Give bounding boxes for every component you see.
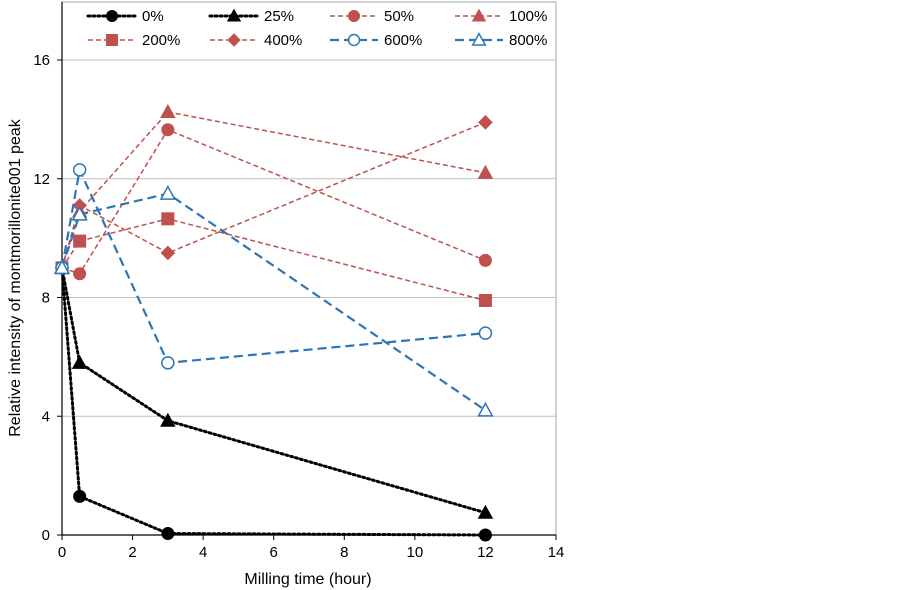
legend-600pct-marker (347, 33, 361, 47)
legend-25pct-marker (226, 8, 242, 22)
legend-200pct-label: 200% (142, 32, 180, 49)
legend-800pct: 800% (455, 32, 547, 49)
legend-50pct-marker (348, 10, 360, 22)
gridlines (62, 59, 556, 417)
legend-200pct-marker (106, 34, 118, 46)
x-tick-label: 12 (477, 544, 494, 561)
x-tick-label: 8 (340, 544, 348, 561)
legend: 0% 25% 50% 100% 200% 400% 600% 800% (86, 8, 547, 49)
series-0pct-point (161, 527, 175, 541)
series-0pct-line (60, 266, 487, 537)
legend-0pct-marker (106, 10, 118, 22)
series-0pct-point (478, 528, 492, 542)
series-400pct-point (160, 245, 176, 261)
series-200pct-line (61, 218, 486, 302)
x-tick-label: 4 (199, 544, 207, 561)
legend-400pct-marker (227, 33, 241, 47)
legend-100pct: 100% (455, 8, 547, 25)
legend-400pct: 400% (210, 32, 302, 49)
series-100pct-point (477, 164, 494, 179)
x-tick-label: 0 (58, 544, 66, 561)
series-25pct-point (160, 412, 176, 427)
legend-100pct-marker (471, 8, 487, 22)
series-400pct-line (61, 121, 486, 269)
series-25pct-point (71, 354, 88, 369)
series-200pct-point (73, 234, 87, 248)
series-100pct-point (160, 104, 176, 118)
legend-50pct-label: 50% (384, 8, 414, 25)
series-25pct-line (60, 266, 487, 515)
legend-0pct-label: 0% (142, 8, 164, 25)
series-600pct-point (72, 163, 87, 177)
y-tick-label: 0 (42, 527, 50, 544)
x-axis-title: Milling time (hour) (244, 571, 371, 588)
plot-background (61, 1, 557, 536)
series-600pct-line (60, 166, 486, 364)
y-tick-label: 4 (42, 408, 50, 425)
series-800pct-point (477, 401, 494, 417)
series-200pct-point (478, 293, 492, 307)
series-100pct-line (61, 111, 486, 269)
legend-100pct-label: 100% (509, 8, 547, 25)
series-800pct-point (53, 259, 71, 275)
legend-600pct: 600% (330, 32, 422, 49)
series-50pct-point (73, 267, 87, 281)
x-tick-label: 6 (270, 544, 278, 561)
legend-600pct-label: 600% (384, 32, 422, 49)
series-50pct-point (478, 253, 492, 267)
series-600pct-point (478, 326, 493, 340)
legend-25pct-label: 25% (264, 8, 294, 25)
series-800pct-point (71, 205, 88, 221)
series-400pct-point (478, 115, 493, 130)
y-tick-label: 12 (33, 171, 50, 188)
y-tick-label: 8 (42, 290, 50, 307)
series-25pct-point (477, 504, 494, 519)
y-tick-label: 16 (33, 52, 50, 69)
x-tick-label: 10 (407, 544, 424, 561)
series-800pct-point (159, 185, 177, 200)
legend-50pct: 50% (330, 8, 414, 25)
legend-25pct: 25% (208, 8, 294, 25)
series-50pct-point (161, 123, 175, 137)
legend-0pct: 0% (86, 8, 164, 25)
series-800pct (53, 185, 494, 417)
legend-800pct-label: 800% (509, 32, 547, 49)
series-200pct-point (161, 212, 175, 226)
legend-800pct-marker (471, 32, 487, 46)
x-tick-label: 14 (548, 544, 565, 561)
series-50pct-line (61, 128, 486, 275)
series-600pct-point (161, 356, 175, 370)
series-800pct-line (60, 192, 487, 412)
legend-200pct: 200% (88, 32, 180, 49)
series-group (53, 104, 494, 542)
y-axis-title: Relative intensity of montmorillonite001… (7, 118, 24, 437)
series-0pct-point (73, 489, 87, 503)
x-tick-label: 2 (128, 544, 136, 561)
legend-400pct-label: 400% (264, 32, 302, 49)
